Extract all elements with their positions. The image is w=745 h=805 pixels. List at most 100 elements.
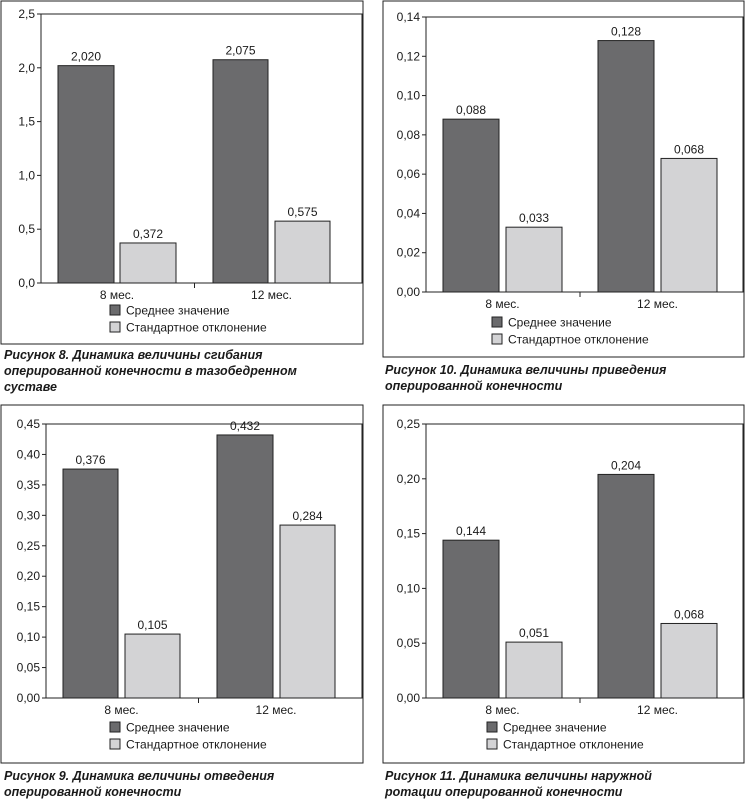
legend-label: Стандартное отклонение — [126, 738, 267, 752]
y-tick-label: 1,5 — [18, 115, 35, 129]
x-tick-label: 12 мес. — [637, 297, 678, 311]
figure-8-caption: Рисунок 8. Динамика величины сгибания оп… — [4, 347, 364, 395]
data-label: 0,128 — [611, 25, 641, 39]
legend-label: Среднее значение — [126, 721, 230, 735]
caption-line: Рисунок 10. Динамика величины приведения — [385, 363, 667, 377]
plot-area — [45, 423, 363, 699]
plot-area — [425, 16, 744, 293]
data-label: 0,372 — [133, 227, 163, 241]
data-label: 0,376 — [75, 453, 105, 467]
bar-mean — [597, 40, 655, 293]
chart-svg: 0,00 0,05 0,10 0,15 0,20 0,25 8 мес. 12 мес. 0,1… — [382, 404, 745, 764]
legend-label: Среднее значение — [503, 721, 607, 735]
figure-9-chart: 0,00 0,05 0,10 0,15 0,20 0,25 0,30 0,35 0,40 0,45… — [0, 404, 364, 764]
figure-9-caption: Рисунок 9. Динамика величины отведения о… — [4, 768, 364, 800]
caption-line: Рисунок 9. Динамика величины отведения — [4, 769, 275, 783]
panel-frame — [0, 0, 364, 345]
bar-std — [119, 242, 177, 284]
bar-std — [505, 226, 563, 293]
data-label: 0,432 — [230, 419, 260, 433]
x-tick-label: 8 мес. — [485, 297, 519, 311]
y-tick-label: 2,5 — [18, 7, 35, 21]
bar-mean — [442, 118, 500, 293]
y-tick-label: 0,20 — [17, 569, 41, 583]
y-tick-label: 0,12 — [397, 49, 421, 63]
y-tick-label: 0,45 — [17, 417, 41, 431]
y-tick-label: 0,20 — [397, 472, 421, 486]
bar-mean — [216, 434, 274, 699]
legend-label: Стандартное отклонение — [508, 333, 649, 347]
caption-line: суставе — [4, 380, 57, 394]
y-tick-label: 0,00 — [397, 691, 421, 705]
caption-line: Рисунок 11. Динамика величины наружной — [385, 769, 652, 783]
x-tick-label: 8 мес. — [485, 703, 519, 717]
legend-swatch — [109, 721, 121, 733]
legend-label: Среднее значение — [508, 316, 612, 330]
data-label: 0,033 — [519, 211, 549, 225]
y-tick-label: 0,0 — [18, 276, 35, 290]
legend-swatch — [109, 738, 121, 750]
y-tick-label: 1,0 — [18, 168, 35, 182]
legend-label: Среднее значение — [126, 304, 230, 318]
legend-label: Стандартное отклонение — [126, 321, 267, 335]
panel-frame — [382, 404, 745, 764]
y-tick-label: 0,15 — [397, 527, 421, 541]
caption-line: оперированной конечности в тазобедренном — [4, 364, 297, 378]
y-tick-label: 0,35 — [17, 478, 41, 492]
chart-svg: 0,0 0,5 1,0 1,5 2,0 2,5 8 мес. 12 мес. 2,020 2,07… — [0, 0, 364, 345]
x-tick-label: 12 мес. — [256, 703, 297, 717]
figure-8-chart: 0,0 0,5 1,0 1,5 2,0 2,5 8 мес. 12 мес. 2,020 2,07… — [0, 0, 364, 345]
plot-area — [40, 13, 363, 284]
legend-label: Стандартное отклонение — [503, 738, 644, 752]
y-tick-label: 0,08 — [397, 128, 421, 142]
y-tick-label: 0,05 — [397, 636, 421, 650]
x-tick-label: 8 мес. — [100, 288, 134, 302]
figure-11-caption: Рисунок 11. Динамика величины наружной р… — [385, 768, 745, 800]
y-tick-label: 0,25 — [397, 417, 421, 431]
x-tick-label: 12 мес. — [251, 288, 292, 302]
bar-std — [660, 622, 718, 699]
data-label: 0,144 — [456, 524, 486, 538]
legend-swatch — [491, 316, 503, 328]
data-label: 0,088 — [456, 103, 486, 117]
data-label: 0,105 — [137, 618, 167, 632]
y-tick-label: 0,25 — [17, 539, 41, 553]
y-tick-label: 0,30 — [17, 508, 41, 522]
data-label: 0,284 — [292, 509, 322, 523]
legend-swatch — [486, 721, 498, 733]
y-tick-label: 0,00 — [397, 285, 421, 299]
bar-std — [274, 220, 331, 284]
y-tick-label: 0,15 — [17, 600, 41, 614]
bar-mean — [57, 65, 115, 284]
bar-std — [505, 641, 563, 699]
bar-std — [660, 157, 718, 293]
legend-swatch — [109, 321, 121, 333]
caption-line: Рисунок 8. Динамика величины сгибания — [4, 348, 263, 362]
data-label: 0,204 — [611, 458, 641, 472]
legend-swatch — [486, 738, 498, 750]
y-tick-label: 0,10 — [397, 581, 421, 595]
y-tick-label: 2,0 — [18, 61, 35, 75]
y-tick-label: 0,00 — [17, 691, 41, 705]
y-tick-label: 0,04 — [397, 206, 421, 220]
figure-11-chart: 0,00 0,05 0,10 0,15 0,20 0,25 8 мес. 12 мес. 0,1… — [382, 404, 745, 764]
chart-svg: 0,00 0,05 0,10 0,15 0,20 0,25 0,30 0,35 0,40 0,45… — [0, 404, 364, 764]
y-tick-label: 0,05 — [17, 661, 41, 675]
bar-std — [124, 633, 181, 699]
legend-swatch — [491, 333, 503, 345]
bar-mean — [597, 473, 655, 699]
panel-frame — [382, 0, 745, 358]
bar-std — [279, 524, 336, 699]
plot-area — [425, 423, 744, 699]
bar-mean — [442, 539, 500, 699]
data-label: 0,575 — [287, 205, 317, 219]
x-tick-label: 12 мес. — [637, 703, 678, 717]
x-tick-label: 8 мес. — [104, 703, 138, 717]
data-label: 2,075 — [225, 44, 255, 58]
y-tick-label: 0,06 — [397, 167, 421, 181]
bar-mean — [212, 59, 269, 284]
y-tick-label: 0,14 — [397, 10, 421, 24]
bar-mean — [62, 468, 119, 699]
y-tick-label: 0,40 — [17, 447, 41, 461]
y-tick-label: 0,10 — [17, 630, 41, 644]
